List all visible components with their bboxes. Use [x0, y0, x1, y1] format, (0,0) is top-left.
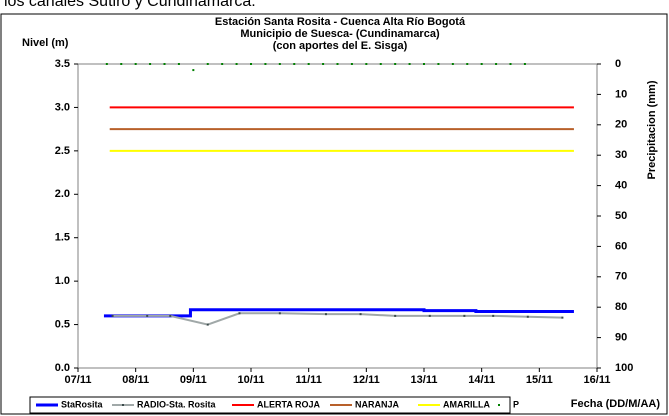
caption: los canales Sutiro y Cundinamarca.	[4, 0, 256, 10]
y2-tick-label: 70	[615, 271, 627, 283]
chart-title: Estación Santa Rosita - Cuenca Alta Río …	[215, 16, 466, 28]
y2-tick-label: 0	[615, 58, 621, 70]
marker	[437, 63, 440, 65]
legend-box	[29, 396, 511, 414]
marker	[250, 63, 252, 65]
chart-title: (con aportes del E. Sisga)	[273, 40, 408, 52]
y2-tick-label: 10	[615, 88, 627, 100]
marker	[423, 63, 425, 65]
marker	[408, 63, 411, 65]
marker	[509, 63, 512, 65]
y-tick-label: 3.0	[55, 101, 70, 113]
x-tick-label: 11/11	[296, 374, 322, 386]
marker	[336, 63, 339, 65]
marker	[192, 69, 195, 72]
marker	[278, 63, 281, 65]
marker	[238, 312, 241, 315]
marker	[466, 63, 469, 65]
legend-label: P	[513, 399, 519, 409]
x-tick-label: 14/11	[468, 374, 495, 386]
marker	[235, 63, 238, 65]
chart-title: Municipio de Suesca- (Cundinamarca)	[240, 28, 440, 40]
y2-tick-label: 80	[615, 301, 627, 313]
y-axis-label: Nivel (m)	[22, 37, 69, 49]
marker	[206, 323, 209, 326]
marker	[394, 63, 397, 65]
marker	[163, 63, 166, 65]
marker	[350, 63, 353, 65]
marker	[451, 63, 454, 65]
marker	[278, 312, 281, 315]
x-tick-label: 08/11	[122, 374, 149, 386]
x-tick-label: 15/11	[526, 374, 553, 386]
marker	[492, 314, 495, 317]
legend-label: AMARILLA	[443, 399, 490, 409]
marker	[394, 314, 397, 317]
marker	[105, 63, 108, 65]
marker	[293, 63, 296, 65]
marker	[463, 314, 466, 317]
y-tick-label: 2.5	[55, 145, 70, 157]
legend-label: RADIO-Sta. Rosita	[137, 399, 217, 409]
marker	[149, 63, 152, 65]
legend-marker	[498, 404, 500, 406]
x-tick-label: 10/11	[238, 374, 265, 386]
plot-area	[77, 63, 598, 369]
marker	[324, 313, 327, 316]
marker	[111, 314, 114, 317]
marker	[221, 63, 224, 65]
marker	[134, 63, 137, 65]
y2-tick-label: 60	[615, 240, 627, 252]
x-tick-label: 09/11	[180, 374, 207, 386]
marker	[177, 63, 180, 65]
marker	[359, 313, 362, 316]
y2-axis-label: Precipitacion (mm)	[646, 80, 658, 179]
x-tick-label: 07/11	[65, 374, 92, 386]
marker	[561, 316, 564, 319]
series-line	[112, 312, 563, 326]
y-tick-label: 0.0	[55, 362, 70, 374]
marker	[523, 63, 526, 65]
y-tick-label: 3.5	[55, 58, 70, 70]
x-tick-label: 12/11	[353, 374, 380, 386]
x-tick-label: 16/11	[584, 374, 611, 386]
y-tick-label: 2.0	[55, 188, 70, 200]
legend-label: StaRosita	[61, 399, 104, 409]
series-line	[103, 308, 574, 318]
x-axis-label: Fecha (DD/M/AA)	[571, 398, 661, 410]
y2-tick-label: 50	[615, 210, 627, 222]
y2-tick-label: 40	[615, 180, 627, 192]
marker	[379, 63, 382, 65]
y-tick-label: 0.5	[55, 318, 70, 330]
y2-tick-label: 20	[615, 119, 627, 131]
y-tick-label: 1.0	[55, 275, 70, 287]
marker	[264, 63, 267, 65]
marker	[480, 63, 483, 65]
y2-tick-label: 100	[615, 362, 633, 374]
marker	[206, 63, 209, 65]
marker	[526, 315, 529, 318]
marker	[307, 63, 310, 65]
y2-tick-label: 90	[615, 332, 627, 344]
legend-label: NARANJA	[355, 399, 400, 409]
legend-marker	[122, 404, 124, 406]
marker	[169, 314, 172, 317]
marker	[120, 63, 123, 65]
marker	[146, 314, 149, 317]
marker	[428, 314, 431, 317]
marker	[322, 63, 325, 65]
y2-tick-label: 30	[615, 149, 627, 161]
chart-frame	[0, 13, 668, 415]
marker	[365, 63, 368, 65]
marker	[495, 63, 498, 65]
y-tick-label: 1.5	[55, 232, 70, 244]
x-tick-label: 13/11	[411, 374, 438, 386]
legend-label: ALERTA ROJA	[257, 399, 321, 409]
